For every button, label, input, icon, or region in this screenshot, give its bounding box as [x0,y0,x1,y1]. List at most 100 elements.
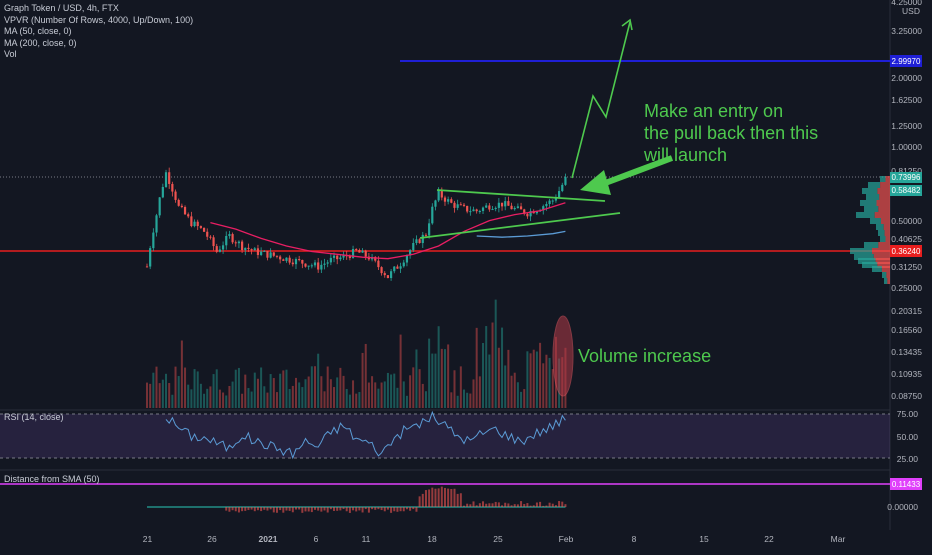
legend-indicator-ma50[interactable]: MA (50, close, 0) [4,26,72,36]
candle-body [551,200,554,202]
candle-body [523,209,526,214]
vpvr-bar-down [885,236,890,242]
candle-body [269,252,272,258]
candle-body [494,207,497,210]
volume-bar [291,385,294,408]
sma-distance-bar [390,507,393,513]
candle-body [288,257,291,263]
sma-distance-bar [431,487,434,507]
volume-bar [203,393,206,408]
vpvr-bar-up [862,262,878,268]
volume-bar [539,342,542,408]
vpvr-bar-up [854,254,874,260]
candle-body [218,249,222,252]
candle-body [462,204,466,206]
candle-body [304,263,307,267]
volume-bar [532,349,535,408]
price-tick-label: 0.50000 [891,216,922,226]
sma-distance-bar [269,507,272,510]
volume-bar [469,393,472,408]
sma-distance-bar [250,507,253,510]
red-level-price-label: 0.36240 [892,247,921,256]
volume-bar [155,366,158,408]
vpvr-bar-down [877,262,890,268]
candle-body [294,259,298,265]
volume-bar [447,344,450,408]
sma-distance-bar [412,507,415,510]
volume-bar [310,366,313,408]
sma-distance-bar [428,489,431,507]
candle-body [247,247,250,250]
candle-body [244,247,247,251]
candle-body [342,255,345,258]
candle-body [212,237,215,247]
candle-body [313,262,317,266]
volume-bar [348,394,351,408]
candle-body [421,234,424,244]
sma-distance-bar [494,501,497,507]
sma-distance-bar [374,507,377,510]
candle-body [478,210,481,212]
volume-bar [352,380,355,408]
legend-symbol[interactable]: Graph Token / USD, 4h, FTX [4,3,119,13]
sma-distance-pane-label[interactable]: Distance from SMA (50) [4,474,100,484]
volume-bar [329,379,332,408]
price-tick-label: 1.00000 [891,142,922,152]
legend-indicator-vpvr[interactable]: VPVR (Number Of Rows, 4000, Up/Down, 100… [4,14,194,25]
legend-indicator-ma200[interactable]: MA (200, close, 0) [4,37,77,48]
time-tick-label: 18 [427,534,437,544]
candle-body [336,255,339,260]
candle-body [256,248,260,255]
volume-bar [393,373,396,408]
volume-bar [450,392,453,408]
sma-distance-bar [558,501,561,507]
legend-indicator-vol[interactable]: Vol [4,49,17,59]
volume-bar [269,374,272,408]
sma-distance-bar [551,503,554,507]
vpvr-bar-down [877,188,890,194]
volume-bar [415,349,418,408]
candle-body [548,200,551,204]
volume-bar [504,365,507,408]
candle-body [272,252,275,256]
sma-distance-bar [383,507,386,512]
volume-bar [485,326,488,408]
vpvr-bar-down [879,194,890,200]
sma-distance-bar [561,501,564,507]
volume-bar [263,386,266,408]
sma-distance-bar [421,493,424,507]
volume-bar [520,391,523,408]
candle-body [231,234,234,243]
volume-bar [253,372,256,408]
volume-bar [402,381,405,408]
sma-distance-bar [317,507,320,511]
last-price-label: 0.73996 [892,173,921,182]
sma-distance-bar [288,507,291,511]
volume-bar [371,376,374,408]
candle-body [453,202,456,208]
sma-distance-bar [260,507,263,512]
sma-distance-bar [501,505,504,507]
volume-bar [428,338,431,408]
volume-bar [535,351,538,408]
volume-bar [320,376,323,408]
candle-body [190,216,193,227]
rsi-pane-label[interactable]: RSI (14, close) [4,412,64,422]
time-tick-label: 11 [362,534,371,544]
sma-distance-bar [504,502,507,507]
vpvr-bar-up [872,266,882,272]
lower-trendline [419,212,621,239]
time-tick-label: Mar [831,534,846,544]
sma-distance-bar [532,505,535,507]
candle-body [145,266,149,268]
sma-distance-bar [301,507,304,513]
candle-body [545,203,548,207]
volume-bar [301,387,304,408]
candle-body [558,191,561,198]
candle-body [500,202,504,207]
volume-bar [149,383,152,408]
sma-distance-bar [307,507,310,512]
volume-bar [209,386,212,408]
time-tick-label: 26 [207,534,217,544]
